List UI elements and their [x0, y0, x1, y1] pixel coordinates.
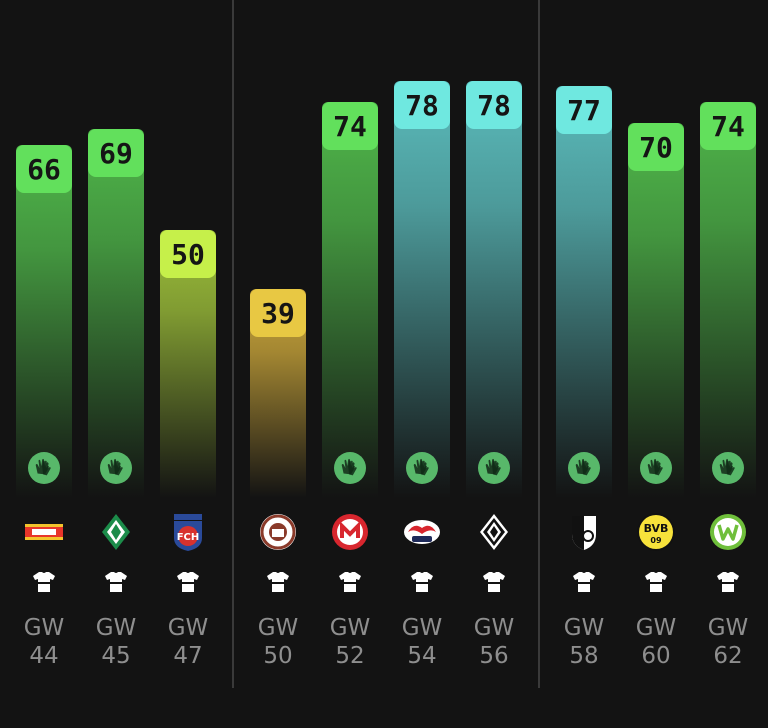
gameweek-prefix: GW	[167, 615, 209, 641]
score-bar: 39	[250, 289, 306, 498]
score-bar: 70	[628, 123, 684, 498]
jersey-icon	[32, 570, 56, 594]
score-bar: 78	[394, 81, 450, 498]
jersey-icon	[644, 570, 668, 594]
gameweek-prefix: GW	[329, 615, 371, 641]
score-bar: 77	[556, 86, 612, 498]
gameweek-number: 58	[569, 643, 599, 669]
goalkeeper-gloves-icon	[406, 452, 438, 484]
goalkeeper-gloves-icon	[712, 452, 744, 484]
gameweek-label: GW 50	[242, 614, 314, 670]
score-badge: 77	[556, 86, 612, 134]
gameweek-prefix: GW	[707, 615, 749, 641]
fixture-column[interactable]: 78 GW 54	[394, 0, 450, 728]
goalkeeper-gloves-icon	[478, 452, 510, 484]
gameweek-label: GW 44	[8, 614, 80, 670]
freiburg-crest-icon	[564, 510, 604, 554]
score-badge: 78	[394, 81, 450, 129]
gameweek-label: GW 62	[692, 614, 764, 670]
goalkeeper-gloves-icon	[334, 452, 366, 484]
fixture-column[interactable]: 77 GW 58	[556, 0, 612, 728]
gameweek-label: GW 54	[386, 614, 458, 670]
fixture-column[interactable]: 39 GW 50	[250, 0, 306, 728]
gladbach-crest-icon	[474, 510, 514, 554]
gameweek-label: GW 58	[548, 614, 620, 670]
rb-leipzig-crest-icon	[402, 510, 442, 554]
fixture-column[interactable]: 78 GW 56	[466, 0, 522, 728]
fixture-column[interactable]: 70 BVB 09 GW 60	[628, 0, 684, 728]
gameweek-label: GW 56	[458, 614, 530, 670]
score-badge: 66	[16, 145, 72, 193]
goalkeeper-gloves-icon	[100, 452, 132, 484]
heidenheim-crest-icon: FCH	[168, 510, 208, 554]
mainz-crest-icon	[330, 510, 370, 554]
goalkeeper-gloves-icon	[640, 452, 672, 484]
score-badge: 78	[466, 81, 522, 129]
score-badge: 74	[322, 102, 378, 150]
jersey-icon	[410, 570, 434, 594]
score-bar: 69	[88, 129, 144, 498]
gameweek-prefix: GW	[563, 615, 605, 641]
union-berlin-crest-icon	[24, 510, 64, 554]
gameweek-label: GW 52	[314, 614, 386, 670]
score-badge: 74	[700, 102, 756, 150]
group-divider	[232, 0, 234, 688]
jersey-icon	[716, 570, 740, 594]
svg-text:BVB: BVB	[644, 522, 669, 535]
svg-text:FCH: FCH	[177, 532, 200, 543]
gameweek-prefix: GW	[473, 615, 515, 641]
st-pauli-crest-icon	[258, 510, 298, 554]
jersey-icon	[266, 570, 290, 594]
werder-bremen-crest-icon	[96, 510, 136, 554]
score-badge: 69	[88, 129, 144, 177]
jersey-icon	[104, 570, 128, 594]
fixture-column[interactable]: 74 GW 62	[700, 0, 756, 728]
gameweek-number: 56	[479, 643, 509, 669]
gameweek-prefix: GW	[401, 615, 443, 641]
jersey-icon	[572, 570, 596, 594]
fixture-column[interactable]: 74 GW 52	[322, 0, 378, 728]
svg-text:09: 09	[650, 536, 662, 545]
gameweek-number: 54	[407, 643, 437, 669]
gameweek-number: 44	[29, 643, 59, 669]
fixture-column[interactable]: 66 GW 44	[16, 0, 72, 728]
gameweek-prefix: GW	[95, 615, 137, 641]
score-badge: 70	[628, 123, 684, 171]
gameweek-label: GW 60	[620, 614, 692, 670]
gameweek-number: 60	[641, 643, 671, 669]
gameweek-prefix: GW	[257, 615, 299, 641]
gameweek-number: 47	[173, 643, 203, 669]
gameweek-number: 50	[263, 643, 293, 669]
gameweek-prefix: GW	[23, 615, 65, 641]
wolfsburg-crest-icon	[708, 510, 748, 554]
score-bar: 78	[466, 81, 522, 498]
score-badge: 39	[250, 289, 306, 337]
gameweek-number: 62	[713, 643, 743, 669]
goalkeeper-gloves-icon	[568, 452, 600, 484]
jersey-icon	[338, 570, 362, 594]
gameweek-label: GW 47	[152, 614, 224, 670]
dortmund-crest-icon: BVB 09	[636, 510, 676, 554]
score-badge: 50	[160, 230, 216, 278]
score-bar: 66	[16, 145, 72, 498]
fixture-column[interactable]: 69 GW 45	[88, 0, 144, 728]
jersey-icon	[176, 570, 200, 594]
score-bar: 74	[322, 102, 378, 498]
gameweek-number: 45	[101, 643, 131, 669]
score-bar: 74	[700, 102, 756, 498]
gameweek-label: GW 45	[80, 614, 152, 670]
fixture-column[interactable]: 50 FCH GW 47	[160, 0, 216, 728]
score-bar: 50	[160, 230, 216, 498]
jersey-icon	[482, 570, 506, 594]
goalkeeper-gloves-icon	[28, 452, 60, 484]
gameweek-prefix: GW	[635, 615, 677, 641]
group-divider	[538, 0, 540, 688]
gameweek-number: 52	[335, 643, 365, 669]
